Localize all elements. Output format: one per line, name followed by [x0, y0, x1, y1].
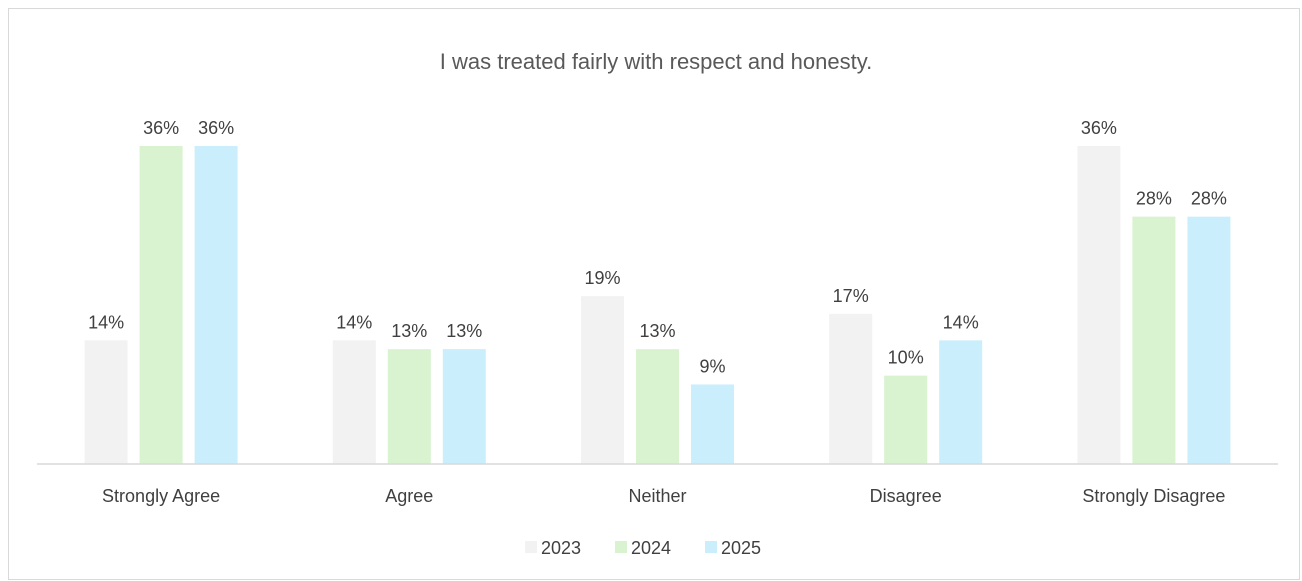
bar-strongly-agree-2024	[139, 146, 183, 464]
bar-strongly-agree-2023	[84, 340, 128, 464]
chart-container: I was treated fairly with respect and ho…	[8, 8, 1300, 580]
bar-strongly-disagree-2025	[1187, 216, 1231, 464]
category-label: Neither	[628, 486, 686, 506]
category-label: Strongly Agree	[102, 486, 220, 506]
chart-title: I was treated fairly with respect and ho…	[440, 49, 872, 74]
bar-agree-2025	[442, 349, 486, 464]
category-label: Agree	[385, 486, 433, 506]
legend-label-2023: 2023	[541, 538, 581, 558]
data-label-agree-2024: 13%	[391, 321, 427, 341]
legend-label-2025: 2025	[721, 538, 761, 558]
data-label-strongly-agree-2023: 14%	[88, 312, 124, 332]
bar-agree-2024	[387, 349, 431, 464]
data-label-agree-2023: 14%	[336, 312, 372, 332]
bar-disagree-2024	[884, 375, 928, 464]
data-label-strongly-disagree-2024: 28%	[1136, 189, 1172, 209]
bar-chart: I was treated fairly with respect and ho…	[37, 49, 1278, 558]
bar-strongly-disagree-2023	[1077, 146, 1121, 464]
bar-strongly-disagree-2024	[1132, 216, 1176, 464]
data-label-strongly-disagree-2023: 36%	[1081, 118, 1117, 138]
legend: 2023 2024 2025	[525, 538, 761, 558]
data-label-neither-2023: 19%	[584, 268, 620, 288]
category-label: Disagree	[870, 486, 942, 506]
legend-label-2024: 2024	[631, 538, 671, 558]
bar-neither-2023	[581, 296, 624, 464]
bar-disagree-2023	[829, 313, 873, 464]
data-label-agree-2025: 13%	[446, 321, 482, 341]
legend-swatch-2025	[705, 541, 717, 553]
bar-agree-2023	[332, 340, 376, 464]
bar-disagree-2025	[939, 340, 983, 464]
data-label-strongly-agree-2025: 36%	[198, 118, 234, 138]
data-label-disagree-2025: 14%	[943, 312, 979, 332]
bar-strongly-agree-2025	[194, 146, 238, 464]
data-label-disagree-2023: 17%	[833, 286, 869, 306]
category-label: Strongly Disagree	[1082, 486, 1225, 506]
category-labels: Strongly Agree Agree Neither Disagree Strong…	[102, 486, 1225, 506]
data-label-neither-2025: 9%	[699, 357, 725, 377]
data-label-disagree-2024: 10%	[888, 348, 924, 368]
bars-layer: 14% 36% 36% 14% 13% 13% 19% 13% 9% 17% 10% 14% 36% 28…	[84, 118, 1231, 464]
data-label-strongly-agree-2024: 36%	[143, 118, 179, 138]
bar-neither-2024	[636, 349, 679, 464]
data-label-neither-2024: 13%	[639, 321, 675, 341]
legend-swatch-2024	[615, 541, 627, 553]
legend-swatch-2023	[525, 541, 537, 553]
bar-neither-2025	[691, 384, 734, 464]
data-label-strongly-disagree-2025: 28%	[1191, 189, 1227, 209]
